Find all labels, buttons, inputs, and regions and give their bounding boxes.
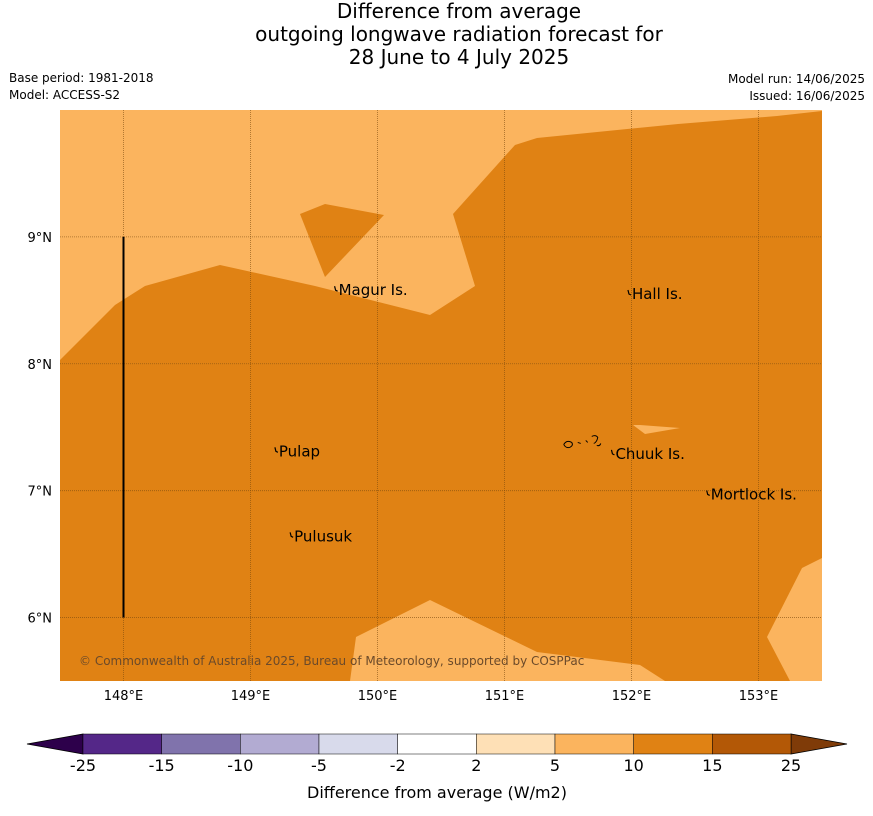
colorbar-over-arrow bbox=[790, 733, 848, 755]
copyright-notice: © Commonwealth of Australia 2025, Bureau… bbox=[79, 654, 584, 668]
anomaly-region-5-10-chuuk bbox=[633, 425, 680, 434]
colorbar-tick-label: -2 bbox=[390, 756, 406, 775]
meta-right: Model run: 14/06/2025 Issued: 16/06/2025 bbox=[728, 71, 865, 105]
colorbar-tick-label: 15 bbox=[702, 756, 722, 775]
gridlines bbox=[60, 110, 822, 681]
colorbar-tick-label: 10 bbox=[623, 756, 643, 775]
island-coastline-icon bbox=[706, 490, 710, 497]
colorbar-bin-7 bbox=[633, 733, 713, 755]
island-coastline-icon bbox=[274, 447, 279, 453]
island-coastline-icon bbox=[334, 286, 338, 292]
colorbar-tick-label: -5 bbox=[311, 756, 327, 775]
lon-tick-label: 151°E bbox=[485, 689, 525, 704]
island-3: Chuuk Is. bbox=[610, 445, 685, 463]
colorbar-bin-1 bbox=[161, 733, 241, 755]
base-period: Base period: 1981-2018 bbox=[9, 71, 154, 85]
lat-tick-label: 9°N bbox=[28, 231, 53, 246]
island-label: Chuuk Is. bbox=[615, 445, 684, 463]
colorbar-bin-8 bbox=[712, 733, 792, 755]
island-label: Magur Is. bbox=[339, 281, 408, 299]
colorbar-tick-label: -10 bbox=[227, 756, 253, 775]
island-2: Pulap bbox=[274, 442, 320, 460]
island-coastline-icon bbox=[610, 449, 615, 456]
lon-tick-label: 149°E bbox=[231, 689, 271, 704]
island-label: Hall Is. bbox=[632, 285, 683, 303]
colorbar-bin-5 bbox=[476, 733, 556, 755]
lon-tick-label: 148°E bbox=[104, 689, 144, 704]
lat-tick-label: 8°N bbox=[28, 358, 53, 373]
colorbar-tick-label: 5 bbox=[550, 756, 560, 775]
lon-tick-label: 150°E bbox=[358, 689, 398, 704]
lat-tick-label: 7°N bbox=[28, 485, 53, 500]
anomaly-region-5-10-south bbox=[350, 600, 665, 681]
plot-area: Magur Is. Hall Is. Pulap Chuuk Is. Mortlock … bbox=[60, 110, 822, 681]
model-run: Model run: 14/06/2025 bbox=[727, 72, 865, 86]
colorbar-bin-4 bbox=[397, 733, 477, 755]
anomaly-region-5-10-southeast bbox=[767, 558, 822, 681]
lat-tick-label: 6°N bbox=[28, 612, 53, 627]
colorbar: -25 -15 -10 -5 -2 2 5 10 15 25 bbox=[26, 733, 848, 775]
title-line-2: outgoing longwave radiation forecast for bbox=[255, 22, 663, 46]
meta-left: Base period: 1981-2018 Model: ACCESS-S2 bbox=[9, 70, 154, 104]
island-coastline-icon bbox=[627, 289, 632, 296]
anomaly-region-10-15-island-patch bbox=[300, 204, 384, 277]
colorbar-tick-label: 2 bbox=[471, 756, 481, 775]
title-line-1: Difference from average bbox=[336, 0, 582, 23]
island-label: Pulusuk bbox=[294, 527, 352, 545]
island-coastline-icon bbox=[289, 532, 294, 538]
island-0: Magur Is. bbox=[334, 281, 408, 299]
title-line-3: 28 June to 4 July 2025 bbox=[348, 45, 570, 69]
colorbar-bin-0 bbox=[82, 733, 162, 755]
axis-tick-labels: 148°E 149°E 150°E 151°E 152°E 153°E 6°N 7°N 8°N 9… bbox=[28, 231, 779, 704]
island-4: Mortlock Is. bbox=[706, 485, 797, 503]
colorbar-bin-6 bbox=[554, 733, 634, 755]
island-label: Mortlock Is. bbox=[711, 485, 797, 503]
issued-date: Issued: 16/06/2025 bbox=[749, 89, 865, 103]
chuuk-lagoon-icon bbox=[563, 435, 602, 449]
colorbar-bin-2 bbox=[240, 733, 320, 755]
figure-title: Difference from average outgoing longwav… bbox=[0, 0, 873, 69]
colorbar-tick-label: -25 bbox=[70, 756, 96, 775]
lon-tick-label: 152°E bbox=[612, 689, 652, 704]
lon-tick-label: 153°E bbox=[739, 689, 779, 704]
island-label: Pulap bbox=[279, 442, 320, 460]
colorbar-label: Difference from average (W/m2) bbox=[307, 783, 567, 802]
island-labels: Magur Is. Hall Is. Pulap Chuuk Is. Mortlock … bbox=[274, 281, 797, 545]
colorbar-under-arrow bbox=[26, 733, 84, 755]
colorbar-bin-3 bbox=[318, 733, 398, 755]
model-name: Model: ACCESS-S2 bbox=[9, 88, 121, 102]
island-1: Hall Is. bbox=[627, 285, 683, 303]
colorbar-tick-label: 25 bbox=[781, 756, 801, 775]
island-5: Pulusuk bbox=[289, 527, 352, 545]
colorbar-tick-label: -15 bbox=[149, 756, 175, 775]
